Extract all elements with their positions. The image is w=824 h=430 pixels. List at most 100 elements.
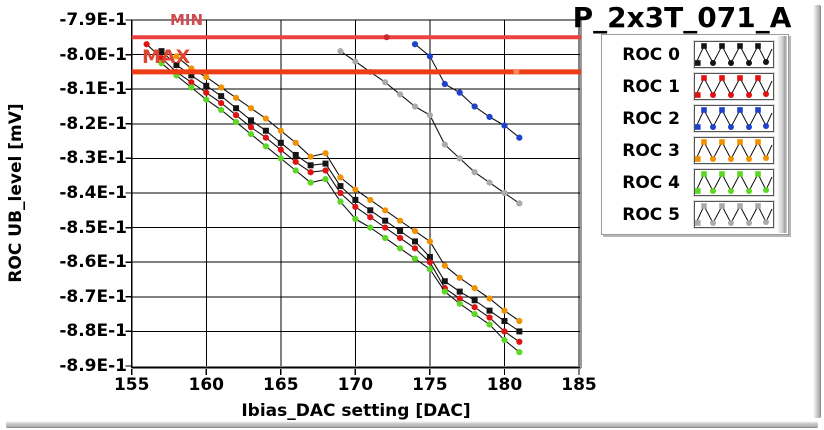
data-point xyxy=(232,118,240,126)
legend-line-style-swatch[interactable] xyxy=(693,72,775,101)
data-point xyxy=(277,139,284,146)
data-point xyxy=(173,61,180,68)
data-point xyxy=(501,318,508,325)
data-point xyxy=(337,189,344,197)
data-point xyxy=(382,217,389,224)
data-point xyxy=(173,53,180,60)
series-style-icon xyxy=(695,139,773,162)
legend-item-roc-3[interactable]: ROC 3 xyxy=(606,136,788,165)
data-point xyxy=(247,105,255,112)
data-point xyxy=(203,96,210,103)
data-point xyxy=(486,307,493,314)
data-point xyxy=(501,189,508,197)
y-tick-label: -8.2E-1 xyxy=(59,113,127,134)
data-point xyxy=(367,207,374,214)
legend-line-style-swatch[interactable] xyxy=(693,104,775,133)
y-axis-title: ROC UB_level [mV] xyxy=(6,103,26,283)
data-point xyxy=(426,238,433,245)
ref-line-marker-max xyxy=(513,68,520,75)
data-point xyxy=(486,314,493,321)
data-point xyxy=(262,134,269,141)
legend-line-style-swatch[interactable] xyxy=(693,168,775,197)
window-right-bevel xyxy=(812,5,821,418)
data-point xyxy=(218,93,225,100)
legend-item-label: ROC 5 xyxy=(622,204,680,225)
data-point xyxy=(426,266,433,273)
data-point xyxy=(516,338,523,345)
data-point xyxy=(307,162,314,169)
data-point xyxy=(486,295,493,302)
series-style-icon xyxy=(695,171,773,194)
data-point xyxy=(307,179,314,186)
legend-item-roc-1[interactable]: ROC 1 xyxy=(606,72,788,101)
data-point xyxy=(337,174,344,181)
data-point xyxy=(277,155,284,162)
legend-item-roc-0[interactable]: ROC 0 xyxy=(606,40,788,69)
x-tick-label: 175 xyxy=(412,375,448,395)
data-point xyxy=(471,311,478,318)
legend-item-label: ROC 0 xyxy=(622,44,680,65)
data-point xyxy=(397,228,404,235)
series-style-icon xyxy=(695,43,773,66)
max-line-label: MAX xyxy=(142,46,191,68)
series-roc-0 xyxy=(158,48,523,335)
series-roc-4 xyxy=(158,60,523,356)
data-point xyxy=(262,127,269,134)
y-tick-label: -7.9E-1 xyxy=(59,10,127,30)
data-point xyxy=(382,207,389,214)
data-point xyxy=(292,158,299,165)
data-point xyxy=(516,317,523,325)
y-tick-label: -8.7E-1 xyxy=(59,286,127,307)
legend-line-style-swatch[interactable] xyxy=(693,40,775,69)
data-point xyxy=(516,349,523,356)
series-line xyxy=(176,55,520,322)
legend-item-label: ROC 2 xyxy=(622,108,680,129)
data-point xyxy=(337,183,344,190)
series-line xyxy=(161,62,520,353)
data-point xyxy=(516,134,523,141)
chart-title: P_2x3T_071_A xyxy=(572,1,792,34)
data-point xyxy=(501,328,508,335)
legend-line-style-swatch[interactable] xyxy=(693,200,775,229)
data-point xyxy=(307,153,314,160)
data-point xyxy=(471,285,478,292)
data-point xyxy=(441,262,448,269)
data-point xyxy=(233,105,240,112)
data-point xyxy=(471,304,478,311)
data-point xyxy=(367,224,374,231)
data-point xyxy=(322,150,329,157)
data-point xyxy=(262,143,269,150)
series-style-icon xyxy=(695,203,773,226)
data-point xyxy=(188,84,195,91)
data-point xyxy=(382,234,389,242)
data-point xyxy=(471,103,478,110)
y-tick-label: -8.5E-1 xyxy=(59,217,127,238)
data-point xyxy=(352,203,359,210)
data-point xyxy=(292,139,299,146)
data-point xyxy=(337,48,344,55)
data-point xyxy=(322,176,329,183)
data-point xyxy=(247,117,254,124)
series-roc-1 xyxy=(143,41,523,345)
data-point xyxy=(322,167,329,174)
data-point xyxy=(486,321,493,328)
data-point xyxy=(188,79,195,86)
data-point xyxy=(456,155,463,162)
data-point xyxy=(456,295,463,302)
y-tick-label: -8.1E-1 xyxy=(59,79,127,100)
data-point xyxy=(203,73,210,81)
series-style-icon xyxy=(695,75,773,98)
legend-line-style-swatch[interactable] xyxy=(693,136,775,165)
legend-item-roc-2[interactable]: ROC 2 xyxy=(606,104,788,133)
data-point xyxy=(441,288,448,295)
data-point xyxy=(441,278,448,285)
legend-item-roc-5[interactable]: ROC 5 xyxy=(606,200,788,229)
data-point xyxy=(396,245,404,252)
min-line-label: MIN xyxy=(170,11,204,29)
legend-item-roc-4[interactable]: ROC 4 xyxy=(606,168,788,197)
data-point xyxy=(411,227,419,235)
series-roc-2 xyxy=(411,41,523,141)
data-point xyxy=(382,79,389,86)
